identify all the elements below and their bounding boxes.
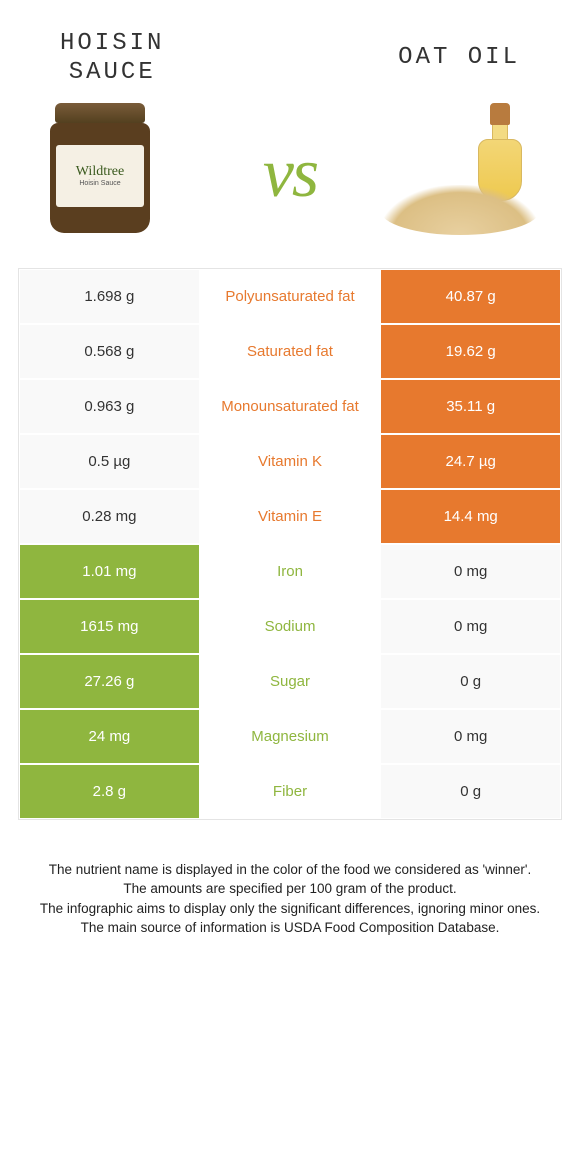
left-value: 1.698 g [19, 269, 200, 324]
oat-oil-illustration [380, 103, 540, 243]
table-row: 0.963 gMonounsaturated fat35.11 g [19, 379, 561, 434]
table-row: 0.28 mgVitamin E14.4 mg [19, 489, 561, 544]
nutrient-label: Saturated fat [200, 324, 381, 379]
nutrient-label: Vitamin K [200, 434, 381, 489]
header: HOISINSAUCE Oat oil [0, 0, 580, 98]
left-value: 0.28 mg [19, 489, 200, 544]
nutrient-label: Magnesium [200, 709, 381, 764]
right-value: 0 g [380, 654, 561, 709]
footer-line: The amounts are specified per 100 gram o… [28, 879, 552, 899]
left-value: 27.26 g [19, 654, 200, 709]
right-value: 0 mg [380, 599, 561, 654]
hoisin-jar-illustration: Wildtree Hoisin Sauce [40, 103, 160, 243]
left-value: 2.8 g [19, 764, 200, 819]
jar-brand: Wildtree [76, 164, 124, 180]
table-row: 2.8 gFiber0 g [19, 764, 561, 819]
table-row: 0.568 gSaturated fat19.62 g [19, 324, 561, 379]
table-row: 24 mgMagnesium0 mg [19, 709, 561, 764]
table-row: 0.5 µgVitamin K24.7 µg [19, 434, 561, 489]
vs-text: vs [263, 134, 317, 214]
table-row: 1.01 mgIron0 mg [19, 544, 561, 599]
footer-line: The nutrient name is displayed in the co… [28, 860, 552, 880]
left-value: 1.01 mg [19, 544, 200, 599]
left-value: 0.568 g [19, 324, 200, 379]
left-value: 0.5 µg [19, 434, 200, 489]
nutrient-label: Sodium [200, 599, 381, 654]
images-row: Wildtree Hoisin Sauce vs [0, 98, 580, 258]
comparison-table: 1.698 gPolyunsaturated fat40.87 g0.568 g… [18, 268, 562, 820]
left-food-title: HOISINSAUCE [60, 30, 164, 88]
nutrient-label: Vitamin E [200, 489, 381, 544]
nutrient-label: Iron [200, 544, 381, 599]
right-value: 0 mg [380, 544, 561, 599]
right-value: 19.62 g [380, 324, 561, 379]
right-food-title: Oat oil [398, 44, 520, 73]
left-value: 0.963 g [19, 379, 200, 434]
nutrient-label: Polyunsaturated fat [200, 269, 381, 324]
nutrient-label: Fiber [200, 764, 381, 819]
footer-notes: The nutrient name is displayed in the co… [0, 820, 580, 938]
right-value: 0 g [380, 764, 561, 819]
left-value: 1615 mg [19, 599, 200, 654]
right-value: 14.4 mg [380, 489, 561, 544]
right-value: 24.7 µg [380, 434, 561, 489]
table-row: 27.26 gSugar0 g [19, 654, 561, 709]
table-row: 1615 mgSodium0 mg [19, 599, 561, 654]
right-value: 35.11 g [380, 379, 561, 434]
table-row: 1.698 gPolyunsaturated fat40.87 g [19, 269, 561, 324]
right-value: 0 mg [380, 709, 561, 764]
right-value: 40.87 g [380, 269, 561, 324]
left-value: 24 mg [19, 709, 200, 764]
jar-product: Hoisin Sauce [79, 180, 120, 187]
nutrient-label: Monounsaturated fat [200, 379, 381, 434]
nutrient-label: Sugar [200, 654, 381, 709]
footer-line: The infographic aims to display only the… [28, 899, 552, 919]
footer-line: The main source of information is USDA F… [28, 918, 552, 938]
